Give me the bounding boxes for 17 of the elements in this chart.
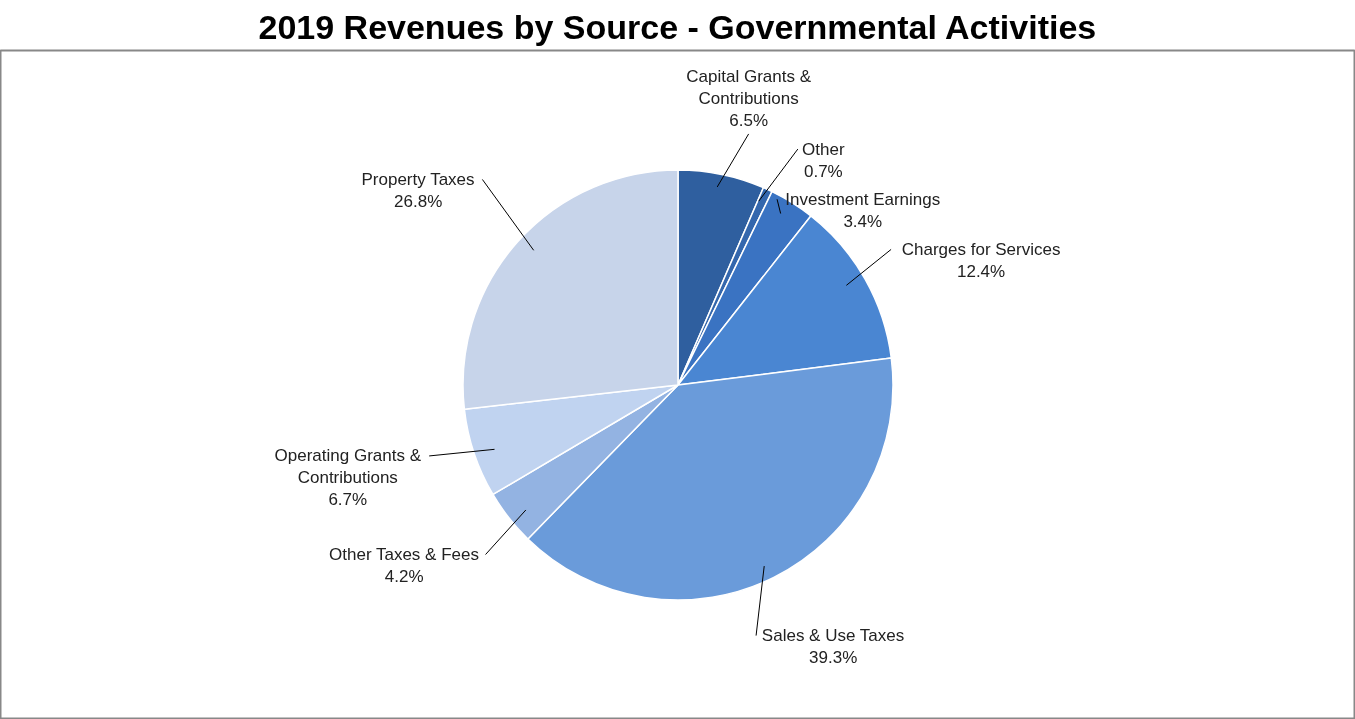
slice-label: Other Taxes & Fees bbox=[329, 545, 479, 565]
slice-label: Property Taxes bbox=[361, 169, 475, 189]
data-label: 39.3% bbox=[809, 648, 858, 668]
data-label: 12.4% bbox=[956, 261, 1006, 281]
slice-label: Investment Earnings bbox=[785, 189, 941, 209]
data-label: 6.5% bbox=[729, 111, 769, 131]
data-label: 3.4% bbox=[843, 211, 883, 231]
data-label: 4.2% bbox=[384, 566, 424, 586]
data-label: 26.8% bbox=[394, 191, 443, 211]
slice-label: Operating Grants & Contributions bbox=[274, 446, 422, 488]
data-label: 0.7% bbox=[803, 161, 843, 181]
slice-label: Capital Grants & Contributions bbox=[686, 67, 812, 109]
data-label: 6.7% bbox=[328, 490, 368, 510]
slice-label: Sales & Use Taxes bbox=[761, 626, 905, 646]
slice-label: Charges for Services bbox=[901, 239, 1061, 259]
slice-label: Other bbox=[802, 139, 845, 159]
chart-title: 2019 Revenues by Source - Governmental Activities bbox=[258, 7, 1097, 46]
